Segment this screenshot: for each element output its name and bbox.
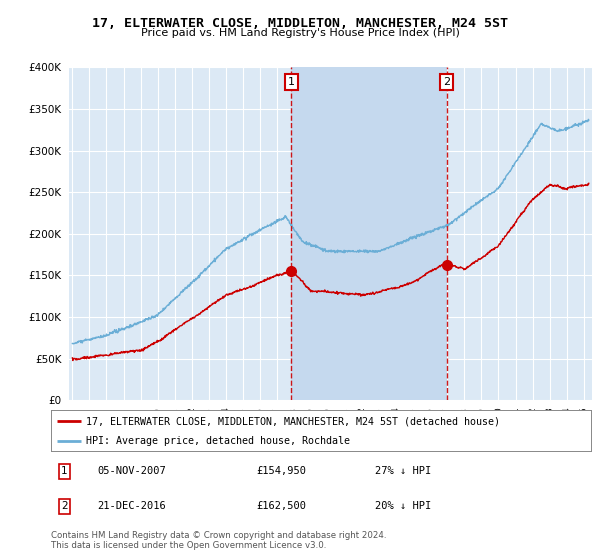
Text: 2: 2 bbox=[61, 501, 68, 511]
Text: Price paid vs. HM Land Registry's House Price Index (HPI): Price paid vs. HM Land Registry's House … bbox=[140, 28, 460, 38]
Text: £162,500: £162,500 bbox=[256, 501, 306, 511]
Text: 05-NOV-2007: 05-NOV-2007 bbox=[97, 466, 166, 476]
Text: 20% ↓ HPI: 20% ↓ HPI bbox=[375, 501, 431, 511]
Text: 1: 1 bbox=[61, 466, 68, 476]
Text: HPI: Average price, detached house, Rochdale: HPI: Average price, detached house, Roch… bbox=[86, 436, 350, 446]
Text: Contains HM Land Registry data © Crown copyright and database right 2024.
This d: Contains HM Land Registry data © Crown c… bbox=[51, 531, 386, 550]
Text: 21-DEC-2016: 21-DEC-2016 bbox=[97, 501, 166, 511]
Text: £154,950: £154,950 bbox=[256, 466, 306, 476]
Text: 17, ELTERWATER CLOSE, MIDDLETON, MANCHESTER, M24 5ST (detached house): 17, ELTERWATER CLOSE, MIDDLETON, MANCHES… bbox=[86, 417, 500, 426]
Text: 27% ↓ HPI: 27% ↓ HPI bbox=[375, 466, 431, 476]
Text: 17, ELTERWATER CLOSE, MIDDLETON, MANCHESTER, M24 5ST: 17, ELTERWATER CLOSE, MIDDLETON, MANCHES… bbox=[92, 17, 508, 30]
Text: 1: 1 bbox=[288, 77, 295, 87]
Text: 2: 2 bbox=[443, 77, 451, 87]
Bar bbox=[292, 67, 447, 400]
